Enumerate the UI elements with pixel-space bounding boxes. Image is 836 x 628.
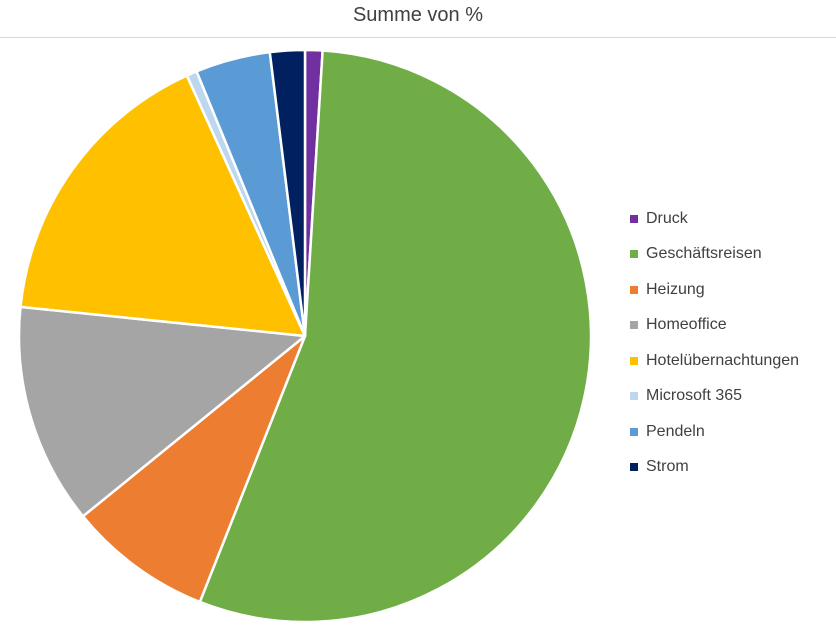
pie-slice-gesch-ftsreisen: [198, 49, 593, 624]
pie-slice-strom: [268, 48, 307, 338]
legend-label: Hotelübernachtungen: [646, 351, 800, 369]
pie-slices: [17, 48, 593, 624]
legend-swatch: [630, 285, 638, 294]
pie-slice-heizung: [81, 334, 307, 604]
pie-slice-hotel-bernachtungen: [19, 74, 307, 338]
legend-label: Strom: [646, 458, 689, 476]
legend-label: Geschäftsreisen: [646, 245, 762, 263]
legend-item: Hotelübernachtungen: [630, 343, 799, 379]
legend-item: Strom: [630, 450, 799, 486]
legend-swatch: [630, 392, 638, 401]
legend-label: Pendeln: [646, 422, 705, 440]
legend-swatch: [630, 214, 638, 223]
legend-item: Pendeln: [630, 414, 799, 450]
legend-item: Microsoft 365: [630, 379, 799, 415]
legend-item: Geschäftsreisen: [630, 237, 799, 273]
legend-swatch: [630, 250, 638, 259]
chart-title: Summe von %: [352, 4, 484, 26]
legend-swatch: [630, 356, 638, 365]
legend-label: Microsoft 365: [646, 387, 743, 405]
legend-label: Homeoffice: [646, 316, 727, 334]
legend-label: Heizung: [646, 280, 705, 298]
legend-item: Homeoffice: [630, 308, 799, 344]
legend-item: Druck: [630, 201, 799, 237]
legend-label: Druck: [646, 209, 688, 227]
legend-item: Heizung: [630, 272, 799, 308]
pie-slice-homeoffice: [17, 305, 307, 518]
legend-swatch: [630, 427, 638, 436]
chart-legend: Druck Geschäftsreisen Heizung Homeoffice Hot…: [630, 201, 799, 485]
legend-swatch: [630, 463, 638, 472]
legend-swatch: [630, 321, 638, 330]
title-divider: [0, 37, 836, 38]
